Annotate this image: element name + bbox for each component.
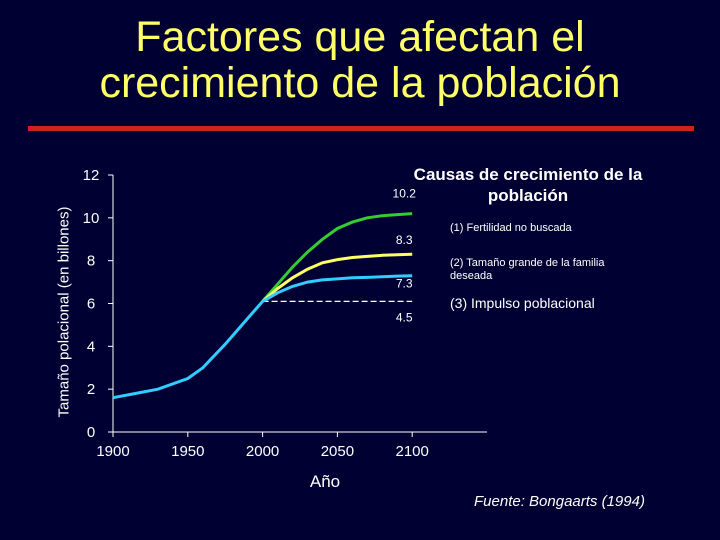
x-tick-label-2100: 2100 (396, 443, 429, 460)
x-axis-label: Año (309, 472, 341, 491)
y-tick-label-0: 0 (87, 424, 95, 441)
y-tick-label-2: 2 (87, 381, 95, 398)
title-line-1: Factores que afectan el (135, 13, 585, 61)
legend-title: Causas de crecimiento de la población (413, 165, 643, 205)
series-line-1 (261, 212, 413, 303)
data-label-3: 7.3 (396, 277, 413, 291)
title-divider (28, 126, 694, 131)
x-tick-label-2000: 2000 (246, 443, 279, 460)
y-tick-label-12: 12 (83, 167, 100, 184)
data-label-4: 4.5 (396, 310, 413, 324)
series-line-2 (261, 252, 413, 303)
data-label-2: 8.3 (396, 233, 413, 247)
x-tick-label-1900: 1900 (96, 443, 129, 460)
page-title: Factores que afectan el crecimiento de l… (0, 14, 720, 106)
y-tick-label-4: 4 (87, 338, 95, 355)
x-tick-label-2050: 2050 (321, 443, 354, 460)
legend-item-3: (3) Impulso poblacional (450, 295, 595, 311)
source-note: Fuente: Bongaarts (1994) (474, 493, 645, 510)
data-label-1: 10.2 (393, 187, 417, 201)
history-line (112, 300, 264, 400)
y-tick-label-6: 6 (87, 296, 95, 313)
y-tick-label-8: 8 (87, 253, 95, 270)
y-axis-label: Tamaño polacional (en billones) (55, 206, 73, 418)
legend-item-1: (1) Fertilidad no buscada (450, 222, 572, 234)
y-tick-label-10: 10 (83, 210, 100, 227)
x-tick-label-1950: 1950 (171, 443, 204, 460)
title-line-2: crecimiento de la población (99, 59, 621, 107)
series-line-3 (261, 274, 413, 303)
legend-item-2: (2) Tamaño grande de la familia deseada (450, 257, 605, 282)
